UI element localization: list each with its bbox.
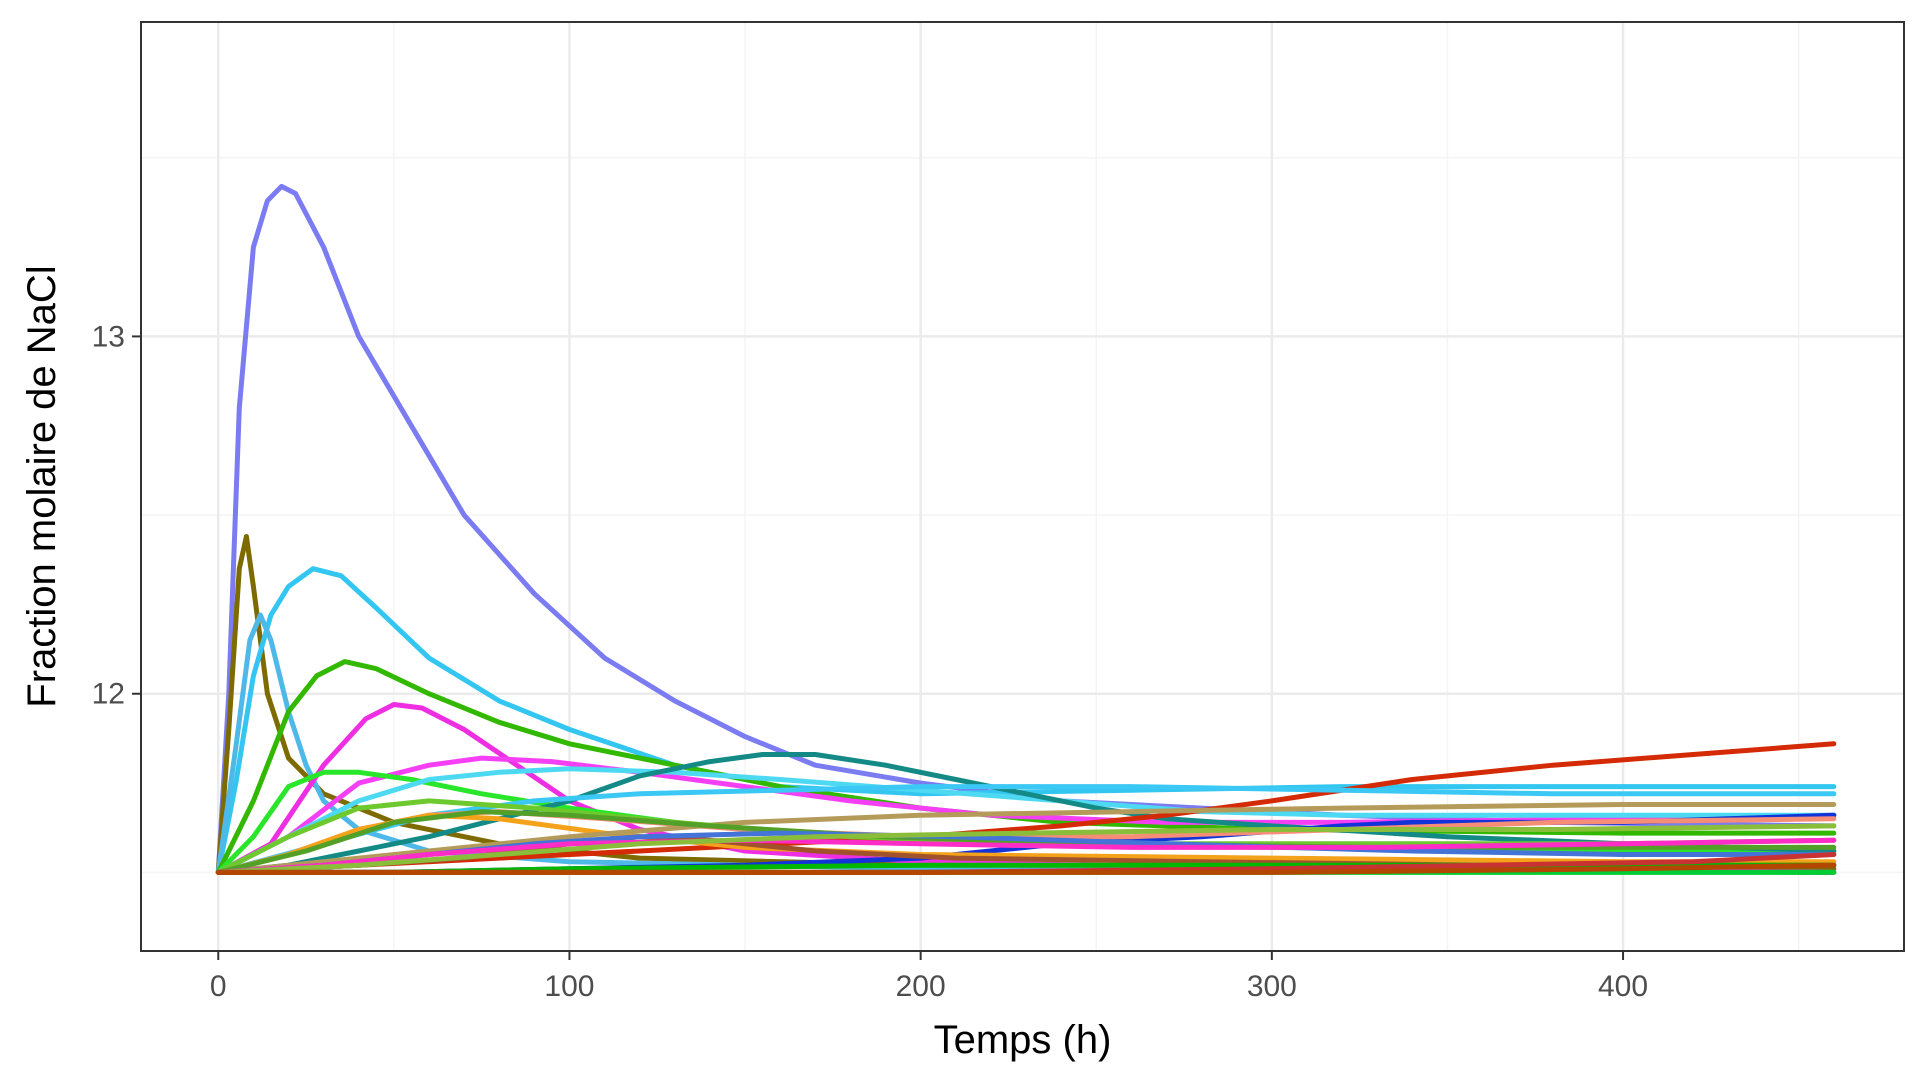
series-line-10 bbox=[215, 752, 1837, 875]
x-tick-label: 0 bbox=[210, 970, 227, 1003]
x-tick-label: 400 bbox=[1598, 970, 1648, 1003]
y-axis-title: Fraction molaire de NaCl bbox=[20, 265, 64, 707]
series-line-5 bbox=[215, 659, 1837, 875]
y-tick-label: 13 bbox=[92, 320, 125, 353]
series-line-9 bbox=[215, 766, 1837, 875]
series-line-4 bbox=[215, 612, 1837, 875]
y-axis: 12 13 bbox=[92, 320, 141, 711]
series-line-7 bbox=[215, 755, 1837, 875]
series-layer bbox=[215, 183, 1837, 875]
x-tick-label: 300 bbox=[1247, 970, 1297, 1003]
x-tick-label: 100 bbox=[544, 970, 594, 1003]
x-axis-title: Temps (h) bbox=[934, 1018, 1112, 1062]
series-line-23 bbox=[215, 837, 1837, 875]
x-axis: 0 100 200 300 400 bbox=[210, 951, 1648, 1003]
y-tick-label: 12 bbox=[92, 678, 125, 711]
series-line-11 bbox=[215, 741, 1837, 875]
series-line-16 bbox=[215, 802, 1837, 875]
x-tick-label: 200 bbox=[896, 970, 946, 1003]
series-line-24 bbox=[215, 823, 1837, 875]
series-line-26 bbox=[215, 862, 1837, 875]
panel-border bbox=[140, 21, 1905, 952]
